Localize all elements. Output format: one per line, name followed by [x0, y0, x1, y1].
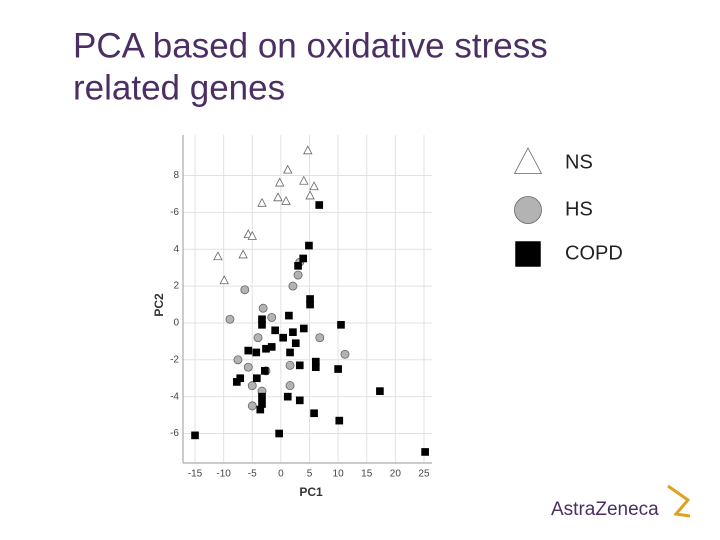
point [273, 192, 283, 202]
legend-label: HS [565, 198, 593, 220]
point [253, 333, 263, 343]
point [258, 320, 266, 329]
point [340, 349, 350, 359]
point [309, 181, 319, 191]
point [257, 197, 267, 207]
point [295, 396, 304, 405]
point [267, 343, 276, 351]
legend-label: NS [565, 151, 593, 173]
legend-label: COPD [565, 242, 623, 264]
point [306, 300, 314, 309]
point [285, 360, 295, 370]
point [281, 195, 291, 205]
point [261, 367, 269, 375]
y-tick-label: 8 [173, 170, 179, 181]
point [315, 333, 325, 343]
point [279, 333, 287, 342]
point [232, 378, 241, 386]
legend-marker [515, 241, 541, 267]
point [295, 361, 304, 370]
title-line: related genes [73, 68, 285, 107]
point [376, 387, 384, 395]
legend-marker [514, 196, 542, 224]
y-tick-label: 0 [173, 318, 179, 329]
logo-text: AstraZeneca [551, 499, 659, 520]
point [247, 381, 257, 391]
point [311, 357, 320, 366]
point [258, 315, 266, 324]
point [299, 175, 309, 185]
point [258, 392, 266, 401]
point [271, 326, 279, 335]
y-tick-label: -2 [170, 354, 179, 365]
point [311, 363, 320, 372]
point [244, 346, 253, 355]
point [305, 241, 313, 250]
y-tick-label: -6 [170, 428, 179, 439]
y-tick-label: 4 [173, 244, 179, 255]
point [253, 374, 261, 383]
point [421, 448, 429, 456]
point [285, 381, 295, 391]
y-axis-label: PC2 [152, 293, 166, 317]
point [238, 249, 248, 259]
point [219, 275, 229, 285]
x-tick-label: 5 [307, 469, 313, 480]
point [258, 400, 266, 408]
x-tick-label: -10 [216, 469, 231, 480]
logo-icon [667, 484, 691, 518]
point [258, 303, 268, 313]
point [247, 401, 257, 411]
x-tick-label: 10 [333, 469, 345, 480]
point [299, 254, 308, 263]
point [335, 416, 344, 425]
x-tick-label: 25 [418, 469, 430, 480]
point [240, 285, 250, 295]
point [233, 355, 243, 365]
point [305, 190, 315, 200]
title-line: PCA based on oxidative stress [73, 26, 548, 65]
x-tick-label: 20 [390, 469, 402, 480]
point [191, 431, 199, 440]
point [299, 324, 308, 333]
point [303, 145, 313, 155]
point [275, 429, 283, 438]
point [252, 348, 261, 357]
x-tick-label: 15 [361, 469, 373, 480]
point [286, 348, 294, 357]
point [291, 339, 300, 348]
point [306, 295, 314, 303]
point [285, 311, 293, 320]
point [225, 314, 235, 324]
point [267, 312, 277, 322]
point [293, 270, 303, 280]
point [310, 409, 318, 418]
point [283, 164, 293, 174]
point [243, 362, 253, 372]
point [337, 320, 345, 329]
point [262, 344, 270, 353]
point [289, 328, 297, 336]
point [213, 251, 223, 261]
point [294, 262, 302, 270]
point [275, 177, 285, 187]
y-tick-label: 2 [173, 281, 179, 292]
y-tick-label: -4 [170, 391, 179, 402]
point [315, 201, 324, 209]
x-tick-label: 0 [278, 469, 284, 480]
y-tick-label: -6 [170, 207, 179, 218]
x-axis-label: PC1 [299, 485, 323, 499]
x-tick-label: -5 [248, 469, 257, 480]
point [334, 365, 342, 373]
x-tick-label: -15 [188, 469, 203, 480]
point [283, 392, 292, 401]
point [256, 405, 265, 414]
point [247, 230, 257, 240]
legend-marker [513, 147, 543, 174]
point [288, 281, 298, 291]
